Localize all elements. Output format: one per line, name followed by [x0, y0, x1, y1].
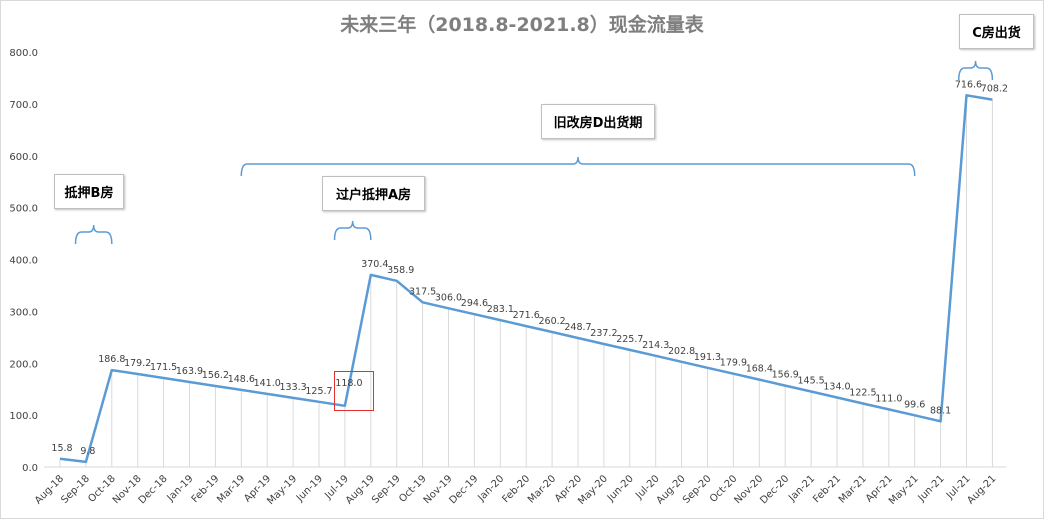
chart-title: 未来三年（2018.8-2021.8）现金流量表	[340, 14, 704, 36]
data-label: 148.6	[228, 374, 255, 385]
x-tick-label: Mar-20	[526, 473, 558, 505]
series-polyline	[59, 94, 993, 464]
data-label: 156.2	[202, 370, 229, 381]
data-label: 186.8	[98, 354, 125, 365]
y-tick-label: 800.0	[9, 48, 38, 59]
x-tick-label: Aug-20	[655, 473, 688, 506]
x-tick-label: Sep-19	[370, 473, 403, 506]
data-label: 716.6	[955, 79, 982, 90]
series-line	[59, 94, 993, 464]
data-label: 370.4	[361, 259, 388, 270]
data-label: 156.9	[772, 370, 799, 381]
callout-b: 抵押B房	[54, 174, 124, 209]
y-tick-label: 500.0	[9, 204, 38, 215]
drop-lines	[59, 95, 993, 467]
data-label: 202.8	[668, 346, 695, 357]
x-tick-label: Sep-20	[681, 473, 714, 506]
y-tick-label: 100.0	[9, 411, 38, 422]
data-label: 168.4	[746, 364, 773, 375]
data-label: 317.5	[409, 286, 436, 297]
x-tick-label: Mar-19	[215, 473, 247, 505]
y-tick-label: 700.0	[9, 100, 38, 111]
x-tick-label: Jun-21	[916, 473, 947, 504]
highlight-box	[334, 371, 374, 411]
data-label: 171.5	[150, 362, 177, 373]
y-axis-ticks: 0.0 100.0 200.0 300.0 400.0 500.0 600.0 700.0 80…	[9, 48, 38, 474]
callout-a: 过户抵押A房	[322, 176, 425, 211]
x-axis-ticks: Aug-18Sep-18Oct-18Nov-18Dec-18Jan-19Feb-…	[33, 473, 999, 507]
annotation-braces	[74, 60, 994, 245]
x-tick-label: Jun-19	[294, 473, 325, 504]
x-tick-label: Aug-19	[344, 473, 377, 506]
data-label: 306.0	[435, 292, 462, 303]
y-tick-label: 300.0	[9, 307, 38, 318]
callout-c-text: C房出货	[972, 26, 1021, 41]
callout-c: C房出货	[959, 14, 1034, 49]
data-label: 125.7	[305, 386, 332, 397]
callout-b-text: 抵押B房	[64, 186, 114, 201]
data-label: 179.2	[124, 358, 151, 369]
callout-a-text: 过户抵押A房	[335, 188, 412, 203]
data-label: 294.6	[461, 298, 488, 309]
data-label: 141.0	[254, 378, 281, 389]
data-label: 179.9	[720, 358, 747, 369]
data-label: 358.9	[387, 265, 414, 276]
x-tick-label: Aug-18	[33, 473, 66, 506]
data-label: 271.6	[513, 310, 540, 321]
data-label: 9.8	[80, 446, 95, 457]
data-label: 15.8	[51, 443, 72, 454]
data-label: 248.7	[564, 322, 591, 333]
data-labels: 15.8 9.8 186.8179.2171.5163.9156.2148.6141…	[51, 79, 1008, 457]
data-label: 260.2	[538, 316, 565, 327]
y-tick-label: 600.0	[9, 152, 38, 163]
x-tick-label: Jun-20	[605, 473, 636, 504]
x-tick-label: Dec-19	[448, 473, 481, 506]
data-label: 191.3	[694, 352, 721, 363]
x-tick-label: Aug-21	[965, 473, 998, 506]
x-tick-label: Sep-18	[59, 473, 92, 506]
brace-a	[333, 220, 372, 241]
x-tick-label: Dec-20	[758, 473, 791, 506]
callout-d-text: 旧改房D出货期	[553, 116, 643, 131]
brace-d	[240, 156, 916, 177]
x-tick-label: Mar-21	[837, 473, 869, 505]
y-tick-label: 200.0	[9, 359, 38, 370]
data-label: 708.2	[981, 84, 1008, 95]
data-label: 111.0	[875, 393, 902, 404]
brace-b	[74, 224, 113, 245]
data-label: 122.5	[849, 387, 876, 398]
data-label: 225.7	[616, 334, 643, 345]
y-tick-label: 0.0	[22, 463, 38, 474]
data-label: 99.6	[904, 399, 925, 410]
data-label: 145.5	[797, 376, 824, 387]
brace-c	[957, 60, 994, 81]
data-label: 214.3	[642, 340, 669, 351]
data-label: 133.3	[279, 382, 306, 393]
data-label: 118.0	[335, 378, 362, 389]
data-label: 88.1	[930, 405, 951, 416]
data-label: 283.1	[487, 304, 514, 315]
data-label: 163.9	[176, 366, 203, 377]
callout-d: 旧改房D出货期	[541, 104, 655, 139]
data-label: 134.0	[823, 381, 850, 392]
x-tick-label: Dec-18	[137, 473, 170, 506]
data-label: 237.2	[590, 328, 617, 339]
y-tick-label: 400.0	[9, 256, 38, 267]
